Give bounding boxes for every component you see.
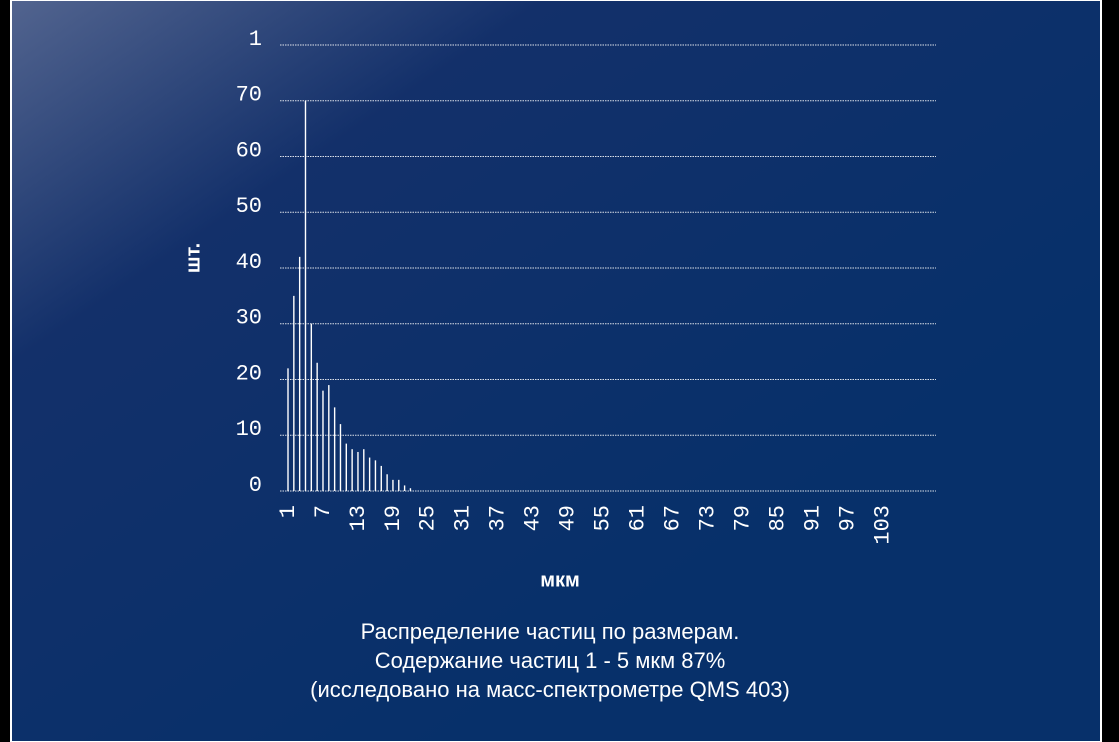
x-tick-label: 61 (626, 505, 651, 531)
y-tick-label: 40 (236, 250, 262, 275)
bar (374, 460, 377, 491)
y-tick-label: 1 (249, 27, 262, 52)
y-tick-label: 70 (236, 83, 262, 108)
panel (10, 0, 1102, 742)
x-tick-label: 49 (556, 505, 581, 531)
x-tick-label: 85 (766, 505, 791, 531)
x-tick-label: 19 (381, 505, 406, 531)
x-tick-label: 7 (311, 505, 336, 518)
x-tick-label: 79 (731, 505, 756, 531)
y-tick-label: 10 (236, 417, 262, 442)
x-tick-label: 91 (801, 505, 826, 531)
x-tick-label: 97 (835, 505, 860, 531)
x-axis-label: мкм (540, 569, 580, 591)
x-tick-label: 73 (696, 505, 721, 531)
y-tick-label: 30 (236, 306, 262, 331)
bar (386, 474, 388, 491)
y-axis-label: шт. (182, 243, 204, 273)
x-tick-label: 25 (416, 505, 441, 531)
x-tick-label: 67 (661, 505, 686, 531)
bar (316, 362, 318, 491)
bar (328, 385, 330, 491)
bar (339, 424, 342, 491)
bar (380, 465, 382, 491)
y-tick-label: 50 (236, 194, 262, 219)
bar (310, 323, 313, 491)
bar (293, 295, 295, 491)
bar (304, 100, 307, 491)
bar (322, 390, 324, 491)
caption-line: Распределение частиц по размерам. (361, 619, 740, 644)
bar (368, 457, 371, 491)
x-tick-label: 37 (486, 505, 511, 531)
y-tick-label: 20 (236, 361, 262, 386)
bar (409, 488, 412, 491)
y-tick-label: 0 (249, 473, 262, 498)
x-tick-label: 43 (521, 505, 546, 531)
bar (403, 485, 406, 491)
caption-line: (исследовано на масс-спектрометре QMS 40… (310, 677, 790, 702)
y-tick-label: 60 (236, 138, 262, 163)
bar (287, 368, 289, 491)
bar (298, 256, 301, 491)
x-tick-label: 103 (870, 505, 895, 545)
bar (333, 407, 336, 491)
x-tick-label: 1 (276, 505, 301, 518)
bar (363, 449, 365, 491)
bar (345, 443, 347, 491)
caption-line: Содержание частиц 1 - 5 мкм 87% (375, 648, 726, 673)
x-tick-label: 13 (346, 505, 371, 531)
x-tick-label: 31 (451, 505, 476, 531)
bar (398, 479, 400, 491)
bar (357, 451, 359, 491)
bar (392, 479, 394, 491)
bar (351, 449, 353, 491)
x-tick-label: 55 (591, 505, 616, 531)
